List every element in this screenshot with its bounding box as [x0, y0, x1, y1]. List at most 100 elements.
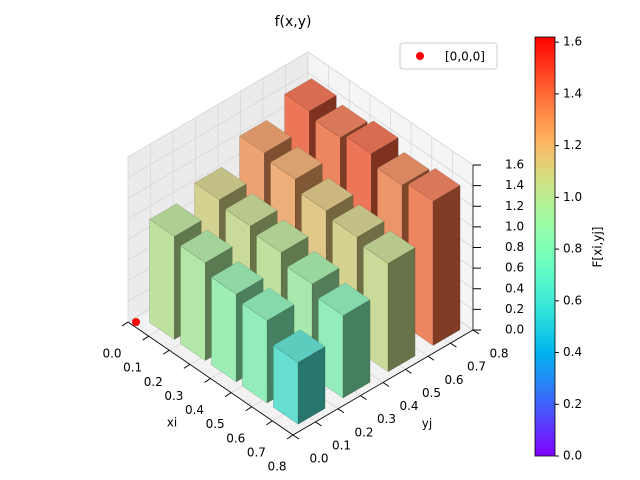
bar-side: [387, 247, 416, 373]
point: [132, 318, 140, 326]
y-tick: [450, 342, 457, 348]
z-tick-label: 0.2: [505, 302, 524, 316]
z-tick-label: 1.6: [505, 158, 524, 172]
bar: [317, 282, 371, 399]
bar-top: [331, 204, 385, 238]
y-tick: [427, 355, 435, 361]
y-tick: [315, 421, 322, 427]
colorbar-tick-label: 1.2: [563, 138, 582, 152]
bar-face: [242, 303, 268, 404]
x-tick: [245, 406, 253, 412]
bar-top: [317, 282, 371, 316]
bar-top: [315, 104, 368, 138]
bar-top: [180, 229, 233, 263]
bar: [272, 329, 326, 425]
x-tick-label: 0.0: [102, 347, 121, 361]
bar-top: [284, 78, 337, 112]
bar-face: [149, 218, 175, 340]
bar-face: [211, 276, 237, 383]
y-tick-label: 0.4: [399, 399, 418, 413]
axes: 0.00.10.20.30.40.50.60.70.80.00.10.20.30…: [102, 158, 524, 474]
x-tick-label: 0.7: [247, 445, 266, 459]
bar-top: [407, 168, 461, 202]
bar-top: [270, 146, 323, 180]
x-tick-label: 0.3: [164, 389, 183, 403]
y-tick-label: 0.8: [489, 347, 508, 361]
y-tick-label: 0.1: [332, 438, 351, 452]
y-tick: [405, 368, 412, 374]
grid-line: [127, 92, 309, 199]
x-axis-label: xi: [167, 416, 177, 430]
colorbar-tick-label: 1.0: [563, 190, 582, 204]
bars: [149, 78, 461, 425]
z-tick-label: 1.2: [505, 199, 524, 213]
grid-line: [127, 72, 309, 178]
bar-top: [241, 287, 295, 321]
grid-line: [307, 72, 474, 186]
bar-side: [342, 299, 371, 399]
bar: [407, 168, 461, 346]
grid-line: [127, 51, 309, 158]
bar-top: [255, 219, 309, 253]
z-tick-label: 1.4: [505, 178, 524, 192]
bar-top: [149, 203, 202, 237]
colorbar-tick-label: 0.2: [563, 397, 582, 411]
colorbar: 0.0 0.2 0.4 0.6 0.8 1.0 1.2 1.4 1.6 F[xi,yj]: [534, 35, 605, 463]
colorbar-tick-label: 0.6: [563, 293, 582, 307]
z-tick-label: 0.6: [505, 261, 524, 275]
bar-top: [225, 193, 278, 227]
bar-top: [239, 119, 292, 154]
colorbar-tick-label: 0.0: [563, 449, 582, 463]
x-tick: [121, 321, 129, 327]
bar-top: [345, 120, 399, 154]
z-tick-label: 0.0: [505, 323, 524, 337]
bar-top: [210, 261, 264, 295]
chart-title: f(x,y): [275, 14, 312, 30]
z-tick-label: 0.4: [505, 281, 524, 295]
colorbar-scale: [534, 36, 556, 457]
y-tick-label: 0.3: [377, 412, 396, 426]
legend-box: [399, 42, 498, 70]
legend-marker: [416, 52, 424, 60]
z-tick-label: 0.8: [505, 240, 524, 254]
y-axis-line: [292, 329, 474, 436]
bar-top: [300, 177, 354, 212]
y-tick-label: 0.2: [354, 425, 373, 439]
bar-top: [376, 152, 430, 186]
bar-top: [272, 329, 326, 363]
colorbar-tick-label: 1.6: [563, 35, 582, 49]
x-axis-line: [127, 321, 294, 436]
y-axis-label: yj: [422, 417, 432, 431]
x-tick: [224, 392, 232, 398]
x-tick: [183, 363, 191, 369]
x-tick-label: 0.8: [267, 460, 286, 474]
y-tick-label: 0.6: [444, 373, 463, 387]
colorbar-tick-label: 0.8: [563, 242, 582, 256]
y-tick: [472, 329, 480, 335]
x-tick: [204, 378, 211, 383]
x-tick: [142, 335, 149, 341]
y-tick: [337, 408, 345, 414]
legend-label: [0,0,0]: [445, 50, 485, 64]
grid-line: [307, 51, 474, 166]
z-tick-label: 1.0: [505, 219, 524, 233]
y-tick: [382, 382, 390, 387]
bar-top: [286, 250, 340, 285]
y-tick: [292, 434, 300, 440]
colorbar-label: F[xi,yj]: [591, 227, 605, 268]
y-tick: [360, 395, 367, 401]
x-tick: [266, 420, 273, 426]
x-tick: [162, 349, 170, 355]
x-tick-label: 0.6: [226, 431, 245, 445]
colorbar-tick-label: 1.4: [563, 86, 582, 100]
y-tick-label: 0.0: [309, 452, 328, 466]
x-tick-label: 0.4: [185, 403, 204, 417]
x-tick-label: 0.5: [206, 417, 225, 431]
x-tick: [286, 434, 294, 440]
x-tick-label: 0.2: [144, 375, 163, 389]
bar: [362, 230, 416, 373]
bar-top: [362, 230, 416, 264]
y-tick-label: 0.5: [422, 386, 441, 400]
colorbar-tick-label: 0.4: [563, 345, 582, 359]
